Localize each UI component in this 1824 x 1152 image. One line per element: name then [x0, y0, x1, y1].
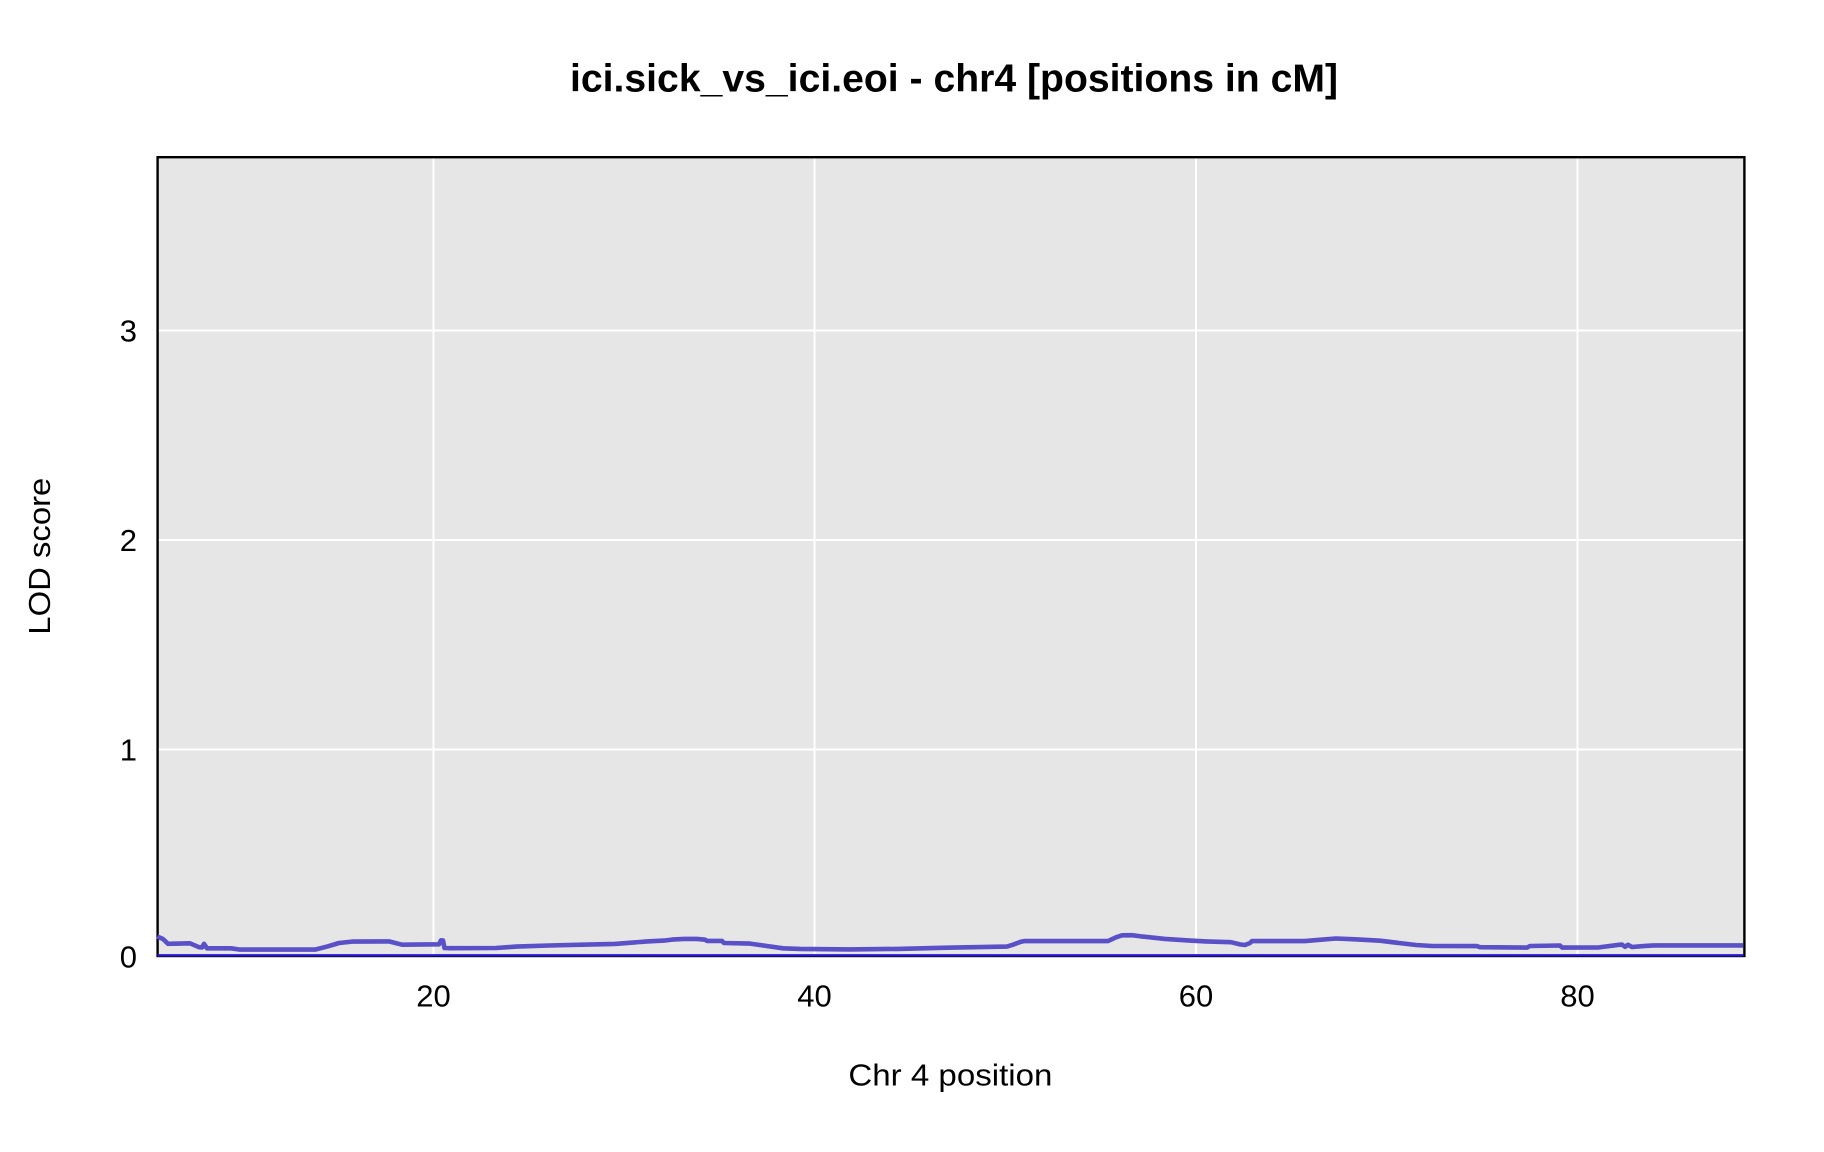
svg-text:2: 2: [120, 523, 137, 558]
svg-text:Chr 4 position: Chr 4 position: [848, 1059, 1052, 1093]
svg-text:1: 1: [120, 732, 137, 767]
svg-text:ici.sick_vs_ici.eoi - chr4 [po: ici.sick_vs_ici.eoi - chr4 [positions in…: [570, 58, 1338, 101]
svg-text:80: 80: [1560, 978, 1594, 1013]
svg-text:60: 60: [1179, 978, 1213, 1013]
svg-text:LOD score: LOD score: [23, 478, 57, 635]
svg-text:40: 40: [797, 978, 831, 1013]
svg-text:20: 20: [416, 978, 450, 1013]
svg-text:0: 0: [120, 939, 137, 974]
svg-text:3: 3: [120, 313, 137, 348]
